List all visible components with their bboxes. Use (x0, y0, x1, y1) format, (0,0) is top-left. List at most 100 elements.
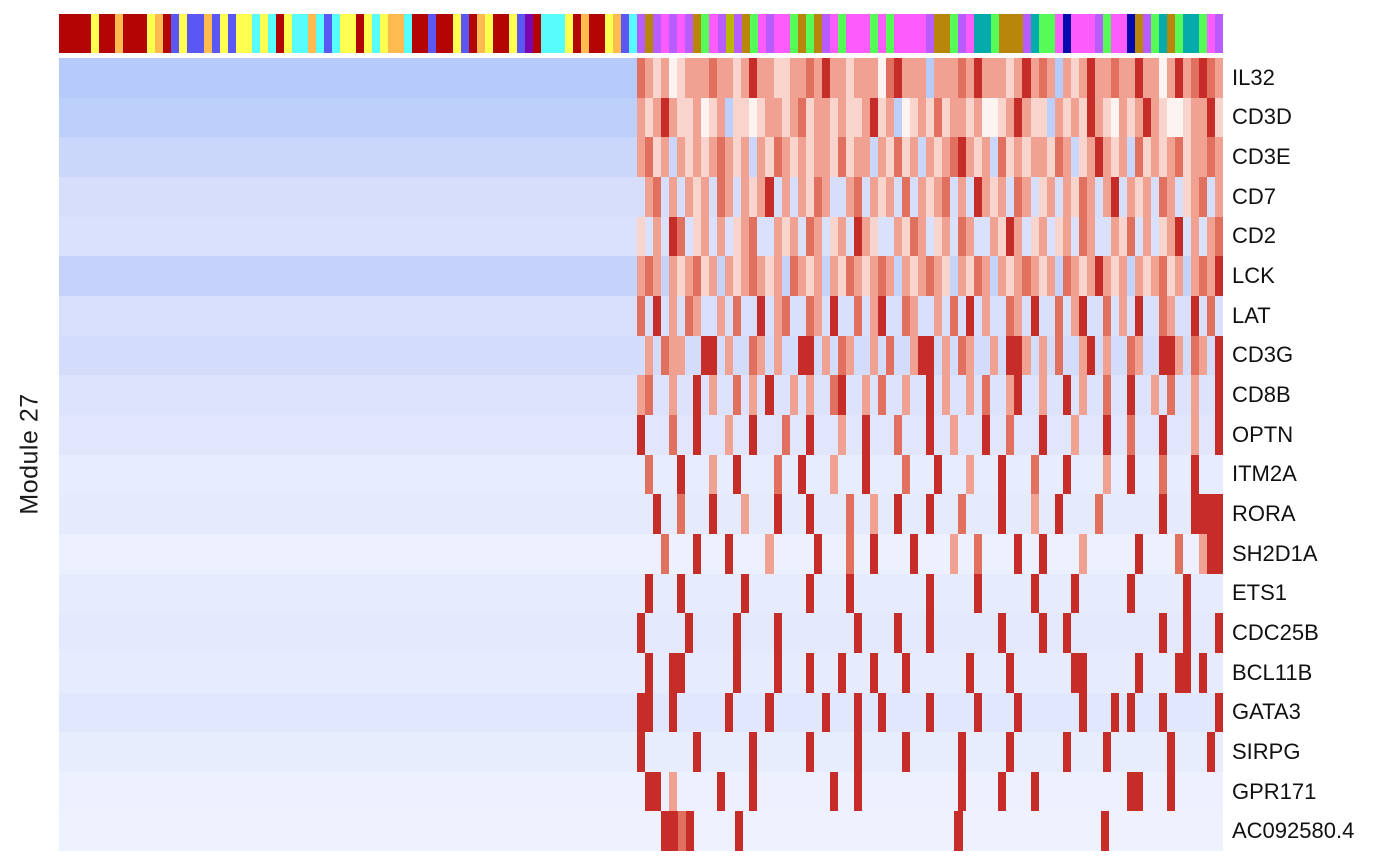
heatmap-cell (1159, 375, 1167, 415)
heatmap-cell (1199, 335, 1208, 376)
heatmap-cell (669, 97, 678, 138)
heatmap-cell (1215, 494, 1224, 534)
heatmap-cell (918, 415, 926, 455)
heatmap-cell (1086, 176, 1095, 217)
heatmap-cell (1006, 97, 1015, 138)
heatmap-cell (1063, 415, 1071, 455)
heatmap-cell (1159, 732, 1167, 772)
cluster-segment (1110, 14, 1128, 53)
heatmap-cell (1119, 375, 1127, 415)
heatmap-cell (870, 137, 878, 177)
heatmap-cell (701, 613, 709, 653)
heatmap-cell (645, 375, 654, 415)
heatmap-cell (1175, 137, 1184, 177)
heatmap-cell (1014, 256, 1023, 296)
module-label: Module 27 (15, 393, 44, 515)
cluster-segment (773, 14, 790, 53)
heatmap-cell (1183, 375, 1191, 415)
heatmap-cell (990, 375, 998, 415)
heatmap-cell (781, 216, 790, 257)
heatmap-cell (741, 58, 750, 98)
heatmap-cell (910, 653, 918, 693)
heatmap-cell (918, 693, 926, 733)
heatmap-row-cd3g (59, 335, 1224, 376)
heatmap-cell (677, 335, 686, 376)
heatmap-cell (1070, 295, 1079, 336)
heatmap-cell (1215, 692, 1224, 733)
heatmap-cell (990, 772, 998, 812)
heatmap-cell (998, 336, 1006, 376)
heatmap-cell (637, 177, 645, 217)
heatmap-cell (677, 216, 686, 257)
heatmap-cell (1078, 295, 1087, 336)
heatmap-cell (1167, 375, 1176, 415)
heatmap-cell (963, 811, 971, 851)
heatmap-cell (693, 772, 701, 812)
heatmap-cell (910, 732, 918, 772)
heatmap-cell (685, 534, 693, 574)
heatmap-cell (813, 295, 822, 336)
heatmap-cell (1006, 455, 1014, 495)
heatmap-cell (773, 494, 782, 534)
heatmap-cell (1143, 772, 1151, 812)
heatmap-cell (1199, 574, 1207, 614)
heatmap-cell (757, 335, 766, 376)
cluster-segment (1183, 14, 1200, 53)
cluster-segment (709, 14, 718, 53)
heatmap-cell (677, 137, 686, 177)
heatmap-cell (757, 772, 765, 812)
heatmap-cell (862, 772, 870, 812)
heatmap-cell (1014, 455, 1022, 495)
heatmap-cell (861, 97, 870, 138)
heatmap-cell (1070, 58, 1079, 98)
heatmap-cell (757, 375, 765, 415)
heatmap-cell (1143, 732, 1151, 772)
heatmap-cell (1199, 217, 1207, 257)
heatmap-cell (862, 336, 870, 376)
cluster-segment (532, 14, 541, 53)
heatmap-cell (685, 494, 693, 534)
heatmap-cell (805, 216, 814, 257)
heatmap-cell (1119, 415, 1127, 455)
heatmap-cell (849, 811, 857, 851)
heatmap-cell (1022, 375, 1030, 415)
heatmap-cell (725, 296, 733, 336)
heatmap-cell (869, 652, 878, 693)
heatmap-cell (821, 335, 830, 376)
heatmap-cell (982, 534, 990, 574)
cluster-segment (356, 14, 365, 53)
heatmap-cell (1110, 216, 1119, 257)
cluster-segment (974, 14, 991, 53)
heatmap-cell (709, 97, 718, 138)
heatmap-cell (782, 574, 790, 614)
heatmap-cell (759, 811, 767, 851)
heatmap-cell (661, 97, 670, 138)
heatmap-cell (906, 811, 914, 851)
heatmap-cell (1062, 732, 1071, 772)
heatmap-cell (1038, 97, 1047, 138)
heatmap-cell (677, 97, 686, 138)
heatmap-cell (813, 533, 822, 574)
heatmap-cell (958, 256, 967, 296)
heatmap-cell (1086, 256, 1095, 296)
heatmap-cell (822, 256, 830, 296)
heatmap-cell (878, 455, 886, 495)
heatmap-cell (1022, 176, 1031, 217)
heatmap-cell (1207, 811, 1215, 851)
heatmap-cell (677, 534, 685, 574)
heatmap-cell (998, 415, 1006, 455)
heatmap-cell (982, 217, 990, 257)
heatmap-cell (709, 494, 718, 534)
heatmap-cell (869, 97, 878, 138)
gene-label-cd2: CD2 (1232, 223, 1277, 249)
cluster-segment (1199, 14, 1208, 53)
heatmap-row-cd2 (59, 216, 1224, 257)
heatmap-cell (1087, 653, 1095, 693)
heatmap-cell (822, 494, 830, 534)
heatmap-cell (789, 58, 798, 98)
heatmap-cell (1038, 137, 1047, 177)
heatmap-cell (1079, 732, 1087, 772)
heatmap-cell (725, 574, 733, 614)
heatmap-cell (1038, 335, 1047, 376)
heatmap-cell (653, 534, 661, 574)
